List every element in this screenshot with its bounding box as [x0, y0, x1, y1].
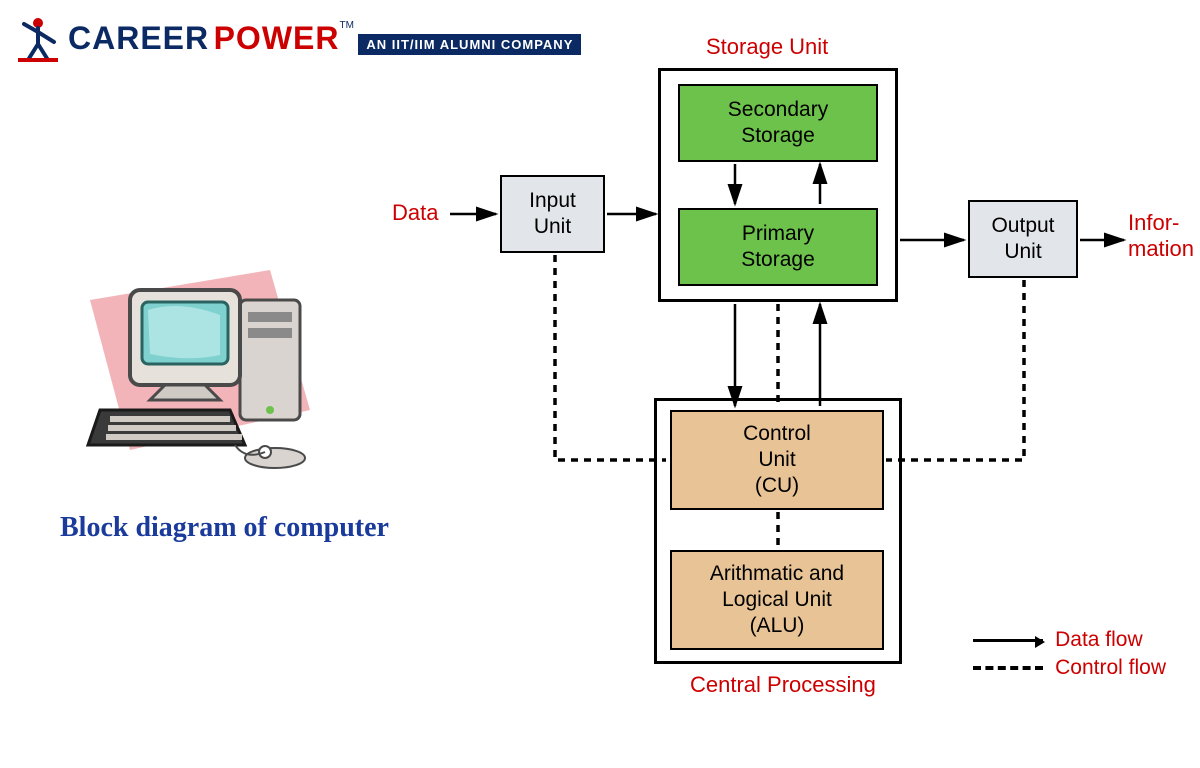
legend-dashed-line	[973, 666, 1043, 670]
label-cpu: Central Processing	[690, 672, 876, 698]
block-secondary-storage: Secondary Storage	[678, 84, 878, 162]
label-information: Infor- mation	[1128, 210, 1194, 263]
logo-icon	[14, 14, 62, 62]
computer-illustration	[70, 260, 330, 480]
diagram-caption: Block diagram of computer	[60, 512, 389, 544]
block-diagram: Data Storage Unit Infor- mation Central …	[380, 20, 1190, 760]
logo-word-career: CAREER	[68, 20, 209, 56]
label-storage-unit: Storage Unit	[706, 34, 828, 60]
label-data: Data	[392, 200, 438, 226]
legend: Data flow Control flow	[973, 624, 1166, 680]
legend-solid-line	[973, 639, 1043, 642]
logo-word-power: POWER	[214, 20, 340, 56]
block-alu: Arithmatic and Logical Unit (ALU)	[670, 550, 884, 650]
block-primary-storage: Primary Storage	[678, 208, 878, 286]
logo-tm: TM	[339, 20, 353, 31]
block-input-unit: Input Unit	[500, 175, 605, 253]
legend-data-flow: Data flow	[1055, 628, 1143, 652]
legend-control-flow: Control flow	[1055, 656, 1166, 680]
block-control-unit: Control Unit (CU)	[670, 410, 884, 510]
block-output-unit: Output Unit	[968, 200, 1078, 278]
